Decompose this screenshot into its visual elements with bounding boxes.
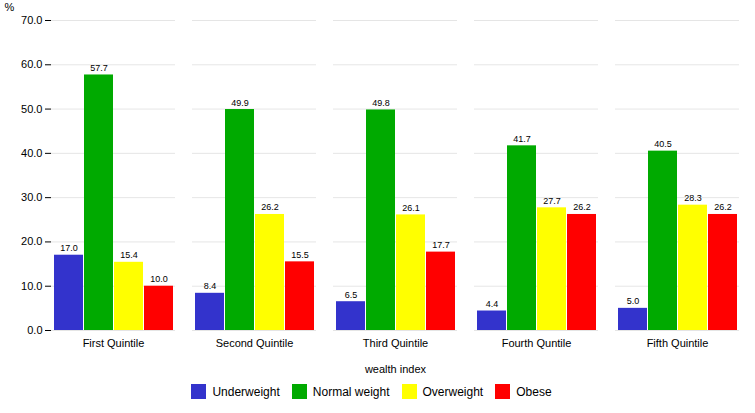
svg-text:First Quintile: First Quintile <box>83 337 145 349</box>
svg-text:15.4: 15.4 <box>120 250 138 260</box>
svg-text:26.2: 26.2 <box>714 202 732 212</box>
svg-text:8.4: 8.4 <box>204 281 217 291</box>
html-text:Overweight: Overweight <box>422 384 484 399</box>
svg-text:10.0: 10.0 <box>150 274 168 284</box>
svg-text:57.7: 57.7 <box>90 63 108 73</box>
html-text:Underweight: Underweight <box>212 384 280 399</box>
svg-text:40.5: 40.5 <box>654 139 672 149</box>
svg-text:26.2: 26.2 <box>261 202 279 212</box>
svg-text:26.2: 26.2 <box>573 202 591 212</box>
svg-text:0.0: 0.0 <box>27 324 42 336</box>
svg-text:Third Quintile: Third Quintile <box>363 337 428 349</box>
svg-text:40.0: 40.0 <box>21 147 42 159</box>
svg-text:wealth index: wealth index <box>364 363 427 375</box>
svg-text:27.7: 27.7 <box>543 196 561 206</box>
svg-text:26.1: 26.1 <box>402 203 420 213</box>
svg-text:41.7: 41.7 <box>513 134 531 144</box>
svg-text:%: % <box>5 1 15 13</box>
svg-text:60.0: 60.0 <box>21 58 42 70</box>
svg-text:Fourth Quntile: Fourth Quntile <box>502 337 572 349</box>
svg-text:5.0: 5.0 <box>627 296 640 306</box>
svg-text:20.0: 20.0 <box>21 235 42 247</box>
svg-text:10.0: 10.0 <box>21 280 42 292</box>
html-text:Obese: Obese <box>516 384 552 399</box>
svg-text:15.5: 15.5 <box>291 250 309 260</box>
svg-text:28.3: 28.3 <box>684 193 702 203</box>
svg-text:30.0: 30.0 <box>21 191 42 203</box>
svg-text:6.5: 6.5 <box>345 290 358 300</box>
svg-text:17.0: 17.0 <box>60 243 78 253</box>
svg-text:49.9: 49.9 <box>231 98 249 108</box>
svg-text:17.7: 17.7 <box>432 240 450 250</box>
svg-text:49.8: 49.8 <box>372 98 390 108</box>
svg-text:70.0: 70.0 <box>21 14 42 26</box>
svg-text:Second Quintile: Second Quintile <box>216 337 294 349</box>
html-text:Normal weight: Normal weight <box>312 384 390 399</box>
svg-text:Fifth Quintile: Fifth Quintile <box>647 337 709 349</box>
svg-text:4.4: 4.4 <box>486 299 499 309</box>
svg-text:50.0: 50.0 <box>21 103 42 115</box>
